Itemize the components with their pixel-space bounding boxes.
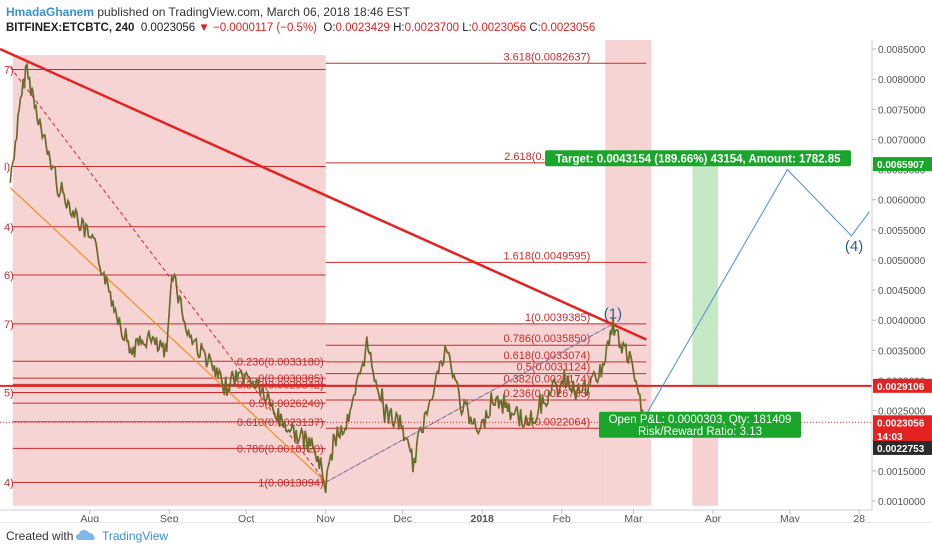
price-line-accent [10, 62, 648, 493]
y-tick-label-8: 0.0045000 [878, 286, 926, 297]
wave-label-0: (1) [604, 305, 622, 322]
x-tick-label-5: 2018 [470, 513, 494, 522]
target-price-tag: 0.0065907 [877, 160, 925, 171]
low-label: L: [462, 22, 472, 34]
left-edge-label-5: 5) [4, 388, 14, 400]
low-value: 0.0023056 [471, 22, 527, 34]
fib1-level-label-1: 0.236(0.0033180) [237, 356, 324, 368]
left-edge-label-1: l) [4, 162, 10, 174]
x-tick-label-2: Oct [238, 513, 254, 522]
countdown-tag-bg [873, 428, 932, 443]
chart-header: HmadaGhanem published on TradingView.com… [0, 0, 932, 42]
y-tick-label-6: 0.0055000 [878, 226, 926, 237]
fib2-level-label-8: 0.236(0.0026763) [503, 388, 590, 400]
publish-line: HmadaGhanem published on TradingView.com… [6, 5, 410, 19]
open-label: O: [323, 22, 336, 34]
fib2-level-label-6: 0.5(0.0031124) [516, 362, 590, 374]
lower-price-tag-bg [873, 440, 932, 455]
fib2-level-label-4: 0.786(0.0035850) [503, 333, 590, 345]
target-price-tag-bg [873, 157, 932, 172]
countdown-tag: 14:03 [877, 432, 903, 443]
x-tick-label-10: 28 [853, 513, 865, 522]
profit-zone [692, 163, 719, 386]
left-edge-label-3: 6) [4, 270, 14, 282]
fib1-level-label-0: 0(0.0030385) [258, 373, 323, 385]
target-box [545, 150, 851, 167]
position-box [599, 411, 801, 438]
resistance-price-tag-bg [873, 378, 932, 393]
fib2-level-label-0: 3.618(0.0082637) [503, 51, 590, 63]
x-tick-label-0: Aug [80, 513, 99, 522]
fib2-level-label-3: 1(0.0039385) [525, 312, 590, 324]
fib2-level-label-7: 0.382(0.0029174) [503, 373, 590, 385]
descending-trendline [0, 47, 647, 341]
open-value: 0.0023429 [335, 22, 390, 34]
x-tick-label-3: Nov [316, 513, 335, 522]
position-pnl-text: Open P&L: 0.0000303, Qty: 181409 [609, 414, 792, 426]
x-tick-label-8: Apr [705, 513, 722, 522]
wave-1-line [325, 323, 614, 483]
x-tick-label-1: Sep [160, 513, 179, 522]
ohlc-line: BITFINEX:ETCBTC, 240 0.0023056 ▼ −0.0000… [6, 22, 595, 34]
x-tick-label-6: Feb [553, 513, 571, 522]
fib-zone-1 [12, 55, 326, 506]
y-tick-label-3: 0.0070000 [878, 135, 926, 146]
elliott-projection-line [645, 168, 870, 415]
left-edge-label-6: 4) [4, 477, 14, 489]
high-label: H: [393, 22, 405, 34]
price-chart[interactable]: 0(0.0030385) 0.236(0.0033180) 0.382(0.0029… [0, 40, 932, 522]
close-value: 0.0023056 [540, 22, 596, 34]
left-edge-label-0: 7) [4, 65, 14, 77]
tradingview-link[interactable]: TradingView [102, 529, 169, 543]
high-value: 0.0023700 [404, 22, 459, 34]
down-arrow-icon: ▼ [198, 22, 210, 34]
current-price-tag: 0.0023056 [877, 418, 925, 429]
author-link[interactable]: HmadaGhanem [6, 5, 95, 19]
wave-label-1: (4) [845, 238, 863, 255]
x-tick-label-7: Mar [624, 513, 643, 522]
left-edge-label-2: 4) [4, 222, 14, 234]
price-change: −0.0000117 (−0.5%) [213, 22, 318, 34]
y-tick-label-2: 0.0075000 [878, 105, 926, 116]
lower-price-tag: 0.0022753 [877, 444, 925, 455]
y-tick-label-7: 0.0050000 [878, 256, 926, 267]
fib1-diagonal [9, 66, 327, 483]
fib1-level-label-6: 1(0.0013094) [258, 477, 323, 489]
x-tick-label-9: May [780, 513, 801, 522]
close-label: C: [529, 22, 541, 34]
left-edge-label-4: 7) [4, 319, 14, 331]
fib1-level-label-5: 0.786(0.0018720) [237, 443, 324, 455]
resistance-price-tag: 0.0029106 [877, 382, 925, 393]
price-line [9, 62, 647, 494]
fib1-level-label-3: 0.5(0.0026240) [249, 398, 324, 410]
y-tick-label-12: 0.0025000 [878, 407, 926, 418]
y-tick-label-5: 0.0060000 [878, 196, 926, 207]
y-tick-label-15: 0.0010000 [878, 497, 926, 508]
target-box-text: Target: 0.0043154 (189.66%) 43154, Amoun… [555, 153, 841, 165]
published-text: published on TradingView.com, March 06, … [97, 5, 411, 19]
position-rr-text: Risk/Reward Ratio: 3.13 [638, 426, 762, 438]
fib2-level-label-9: 0(0.0022064) [525, 416, 590, 428]
y-tick-label-1: 0.0080000 [878, 75, 926, 86]
created-with-text: Created with [6, 529, 74, 543]
y-tick-label-14: 0.0015000 [878, 467, 926, 478]
stop-zone [692, 428, 719, 506]
last-price: 0.0023056 [140, 22, 196, 34]
fib2-level-label-2: 1.618(0.0049595) [503, 250, 590, 262]
footer-bar: Created with TradingView [0, 522, 932, 551]
tradingview-cloud-icon [76, 530, 95, 540]
x-tick-label-4: Dec [393, 513, 412, 522]
y-tick-label-9: 0.0040000 [878, 316, 926, 327]
y-tick-label-0: 0.0085000 [878, 45, 926, 56]
fib2-level-label-5: 0.618(0.0033074) [503, 350, 590, 362]
symbol-label[interactable]: BITFINEX:ETCBTC, 240 [6, 22, 135, 34]
y-tick-label-10: 0.0035000 [878, 346, 926, 357]
current-price-tag-bg [873, 415, 932, 430]
